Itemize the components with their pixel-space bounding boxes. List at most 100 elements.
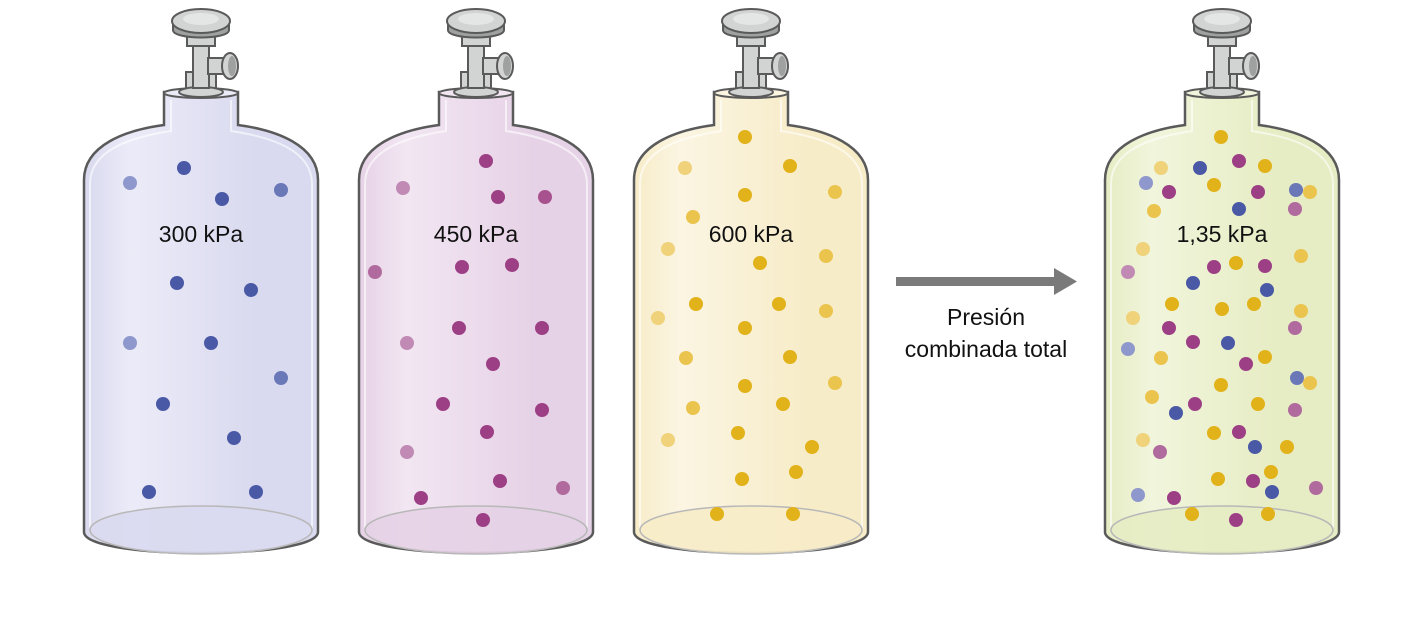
gas-particle	[1154, 161, 1168, 175]
gas-particle	[452, 321, 466, 335]
gas-particle	[1303, 376, 1317, 390]
gas-particle	[1121, 342, 1135, 356]
gas-particle	[738, 379, 752, 393]
cylinder-base	[1110, 505, 1334, 555]
gas-particle	[1288, 403, 1302, 417]
cylinder-highlight	[89, 100, 313, 528]
gas-particle	[1232, 154, 1246, 168]
cylinder-body	[632, 90, 870, 555]
gas-particle	[1289, 183, 1303, 197]
cylinder-base	[89, 505, 313, 555]
cylinder-450kpa: 450 kPa	[357, 8, 595, 555]
gas-particle	[686, 210, 700, 224]
valve-icon	[446, 8, 514, 98]
gas-particle	[651, 311, 665, 325]
gas-particle	[538, 190, 552, 204]
gas-particle	[789, 465, 803, 479]
gas-particle	[1136, 433, 1150, 447]
gas-particle	[1229, 256, 1243, 270]
gas-particle	[738, 188, 752, 202]
gas-particle	[689, 297, 703, 311]
gas-particle	[819, 249, 833, 263]
cylinder-body	[82, 90, 320, 555]
gas-particle	[505, 258, 519, 272]
arrow-shaft	[896, 277, 1056, 286]
cylinder-highlight	[1110, 100, 1334, 528]
gas-particle	[1169, 406, 1183, 420]
pressure-label: 450 kPa	[434, 221, 519, 247]
gas-particle	[1207, 260, 1221, 274]
gas-particle	[828, 376, 842, 390]
gas-particle	[710, 507, 724, 521]
gas-particle	[1303, 185, 1317, 199]
gas-particle	[1265, 485, 1279, 499]
gas-particle	[1162, 321, 1176, 335]
gas-particle	[274, 371, 288, 385]
gas-particle	[396, 181, 410, 195]
gas-particle	[1251, 397, 1265, 411]
gas-particle	[1258, 159, 1272, 173]
gas-particle	[400, 336, 414, 350]
gas-particle	[1207, 178, 1221, 192]
gas-particle	[738, 321, 752, 335]
arrow-caption-line2: combinada total	[905, 336, 1067, 362]
gas-particle	[274, 183, 288, 197]
gas-particle	[142, 485, 156, 499]
arrow-head	[1054, 268, 1077, 295]
gas-particle	[436, 397, 450, 411]
gas-particle	[1264, 465, 1278, 479]
gas-particle	[491, 190, 505, 204]
gas-particle	[1215, 302, 1229, 316]
gas-particle	[686, 401, 700, 415]
gas-particle	[486, 357, 500, 371]
gas-particle	[227, 431, 241, 445]
gas-particle	[1162, 185, 1176, 199]
cylinder-base	[364, 505, 588, 555]
gas-particle	[123, 336, 137, 350]
gas-particle	[1188, 397, 1202, 411]
gas-particle	[476, 513, 490, 527]
pressure-label: 300 kPa	[159, 221, 244, 247]
gas-particle	[1131, 488, 1145, 502]
gas-particle	[1288, 321, 1302, 335]
gas-particle	[1207, 426, 1221, 440]
gas-particle	[1126, 311, 1140, 325]
gas-particle	[1145, 390, 1159, 404]
gas-particle	[1232, 202, 1246, 216]
gas-particle	[414, 491, 428, 505]
gas-particle	[1251, 185, 1265, 199]
gas-particle	[1290, 371, 1304, 385]
cylinders-group: 300 kPa 450 kPa 600 kPa 1,35 kPa	[82, 8, 1341, 555]
gas-particle	[455, 260, 469, 274]
gas-particle	[1211, 472, 1225, 486]
valve-icon	[1192, 8, 1260, 98]
gas-particle	[556, 481, 570, 495]
gas-particle	[1167, 491, 1181, 505]
gas-particle	[170, 276, 184, 290]
gas-particle	[1294, 249, 1308, 263]
gas-particle	[1147, 204, 1161, 218]
gas-particle	[731, 426, 745, 440]
gas-particle	[204, 336, 218, 350]
valve-icon	[171, 8, 239, 98]
valve-icon	[721, 8, 789, 98]
gas-particle	[1280, 440, 1294, 454]
total-pressure-arrow: Presión combinada total	[896, 268, 1077, 362]
gas-particle	[661, 242, 675, 256]
gas-particle	[400, 445, 414, 459]
gas-particle	[679, 351, 693, 365]
gas-particle	[177, 161, 191, 175]
gas-particle	[783, 159, 797, 173]
gas-particle	[738, 130, 752, 144]
gas-particle	[776, 397, 790, 411]
gas-particle	[1214, 378, 1228, 392]
gas-particle	[1248, 440, 1262, 454]
cylinder-highlight	[639, 100, 863, 528]
arrow-caption-line1: Presión	[947, 304, 1025, 330]
gas-particle	[479, 154, 493, 168]
gas-particle	[1221, 336, 1235, 350]
gas-particle	[535, 403, 549, 417]
gas-particle	[215, 192, 229, 206]
gas-particle	[1309, 481, 1323, 495]
cylinder-base	[639, 505, 863, 555]
